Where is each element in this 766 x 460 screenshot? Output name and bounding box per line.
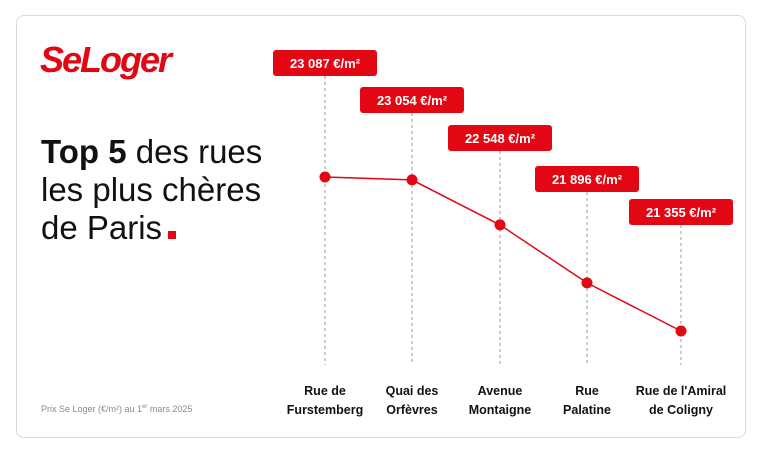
chart-card: [16, 15, 746, 438]
title-line1-rest: des rues: [126, 133, 263, 170]
category-label: Avenue: [478, 384, 523, 398]
data-point: [319, 171, 331, 183]
category-label: Rue de l'Amiral: [636, 384, 727, 398]
data-point: [675, 325, 687, 337]
source-sup: er: [142, 404, 148, 410]
category-label: Furstemberg: [287, 403, 363, 417]
category-label: Palatine: [563, 403, 611, 417]
category-label: Rue: [575, 384, 599, 398]
data-point: [494, 219, 506, 231]
source-suffix: mars 2025: [147, 404, 193, 414]
value-label: 21 896 €/m²: [552, 172, 623, 187]
chart-title: Top 5 des rues les plus chères de Paris: [41, 133, 291, 247]
category-label: de Coligny: [649, 403, 713, 417]
value-label-box: [535, 166, 639, 192]
value-label-box: [273, 50, 377, 76]
category-label: Quai des: [386, 384, 439, 398]
category-label: Montaigne: [469, 403, 532, 417]
value-label: 22 548 €/m²: [465, 131, 536, 146]
source-note: Prix Se Loger (€/m²) au 1er mars 2025: [41, 404, 192, 414]
value-label-box: [360, 87, 464, 113]
category-label: Orfèvres: [386, 403, 437, 417]
series-line: [324, 176, 682, 332]
value-label: 21 355 €/m²: [646, 205, 717, 220]
source-prefix: Prix Se Loger (€/m²) au 1: [41, 404, 143, 414]
title-line2: les plus chères: [41, 171, 262, 208]
seloger-logo: SeLoger: [40, 39, 172, 80]
title-square-icon: [168, 231, 177, 239]
title-bold: Top 5: [41, 133, 127, 170]
value-label: 23 087 €/m²: [290, 56, 361, 71]
value-label: 23 054 €/m²: [377, 93, 448, 108]
title-line3: de Paris: [41, 209, 163, 246]
value-label-box: [448, 125, 552, 151]
data-point: [581, 277, 593, 289]
category-label: Rue de: [304, 384, 346, 398]
data-point: [406, 174, 418, 186]
value-label-box: [629, 199, 733, 225]
